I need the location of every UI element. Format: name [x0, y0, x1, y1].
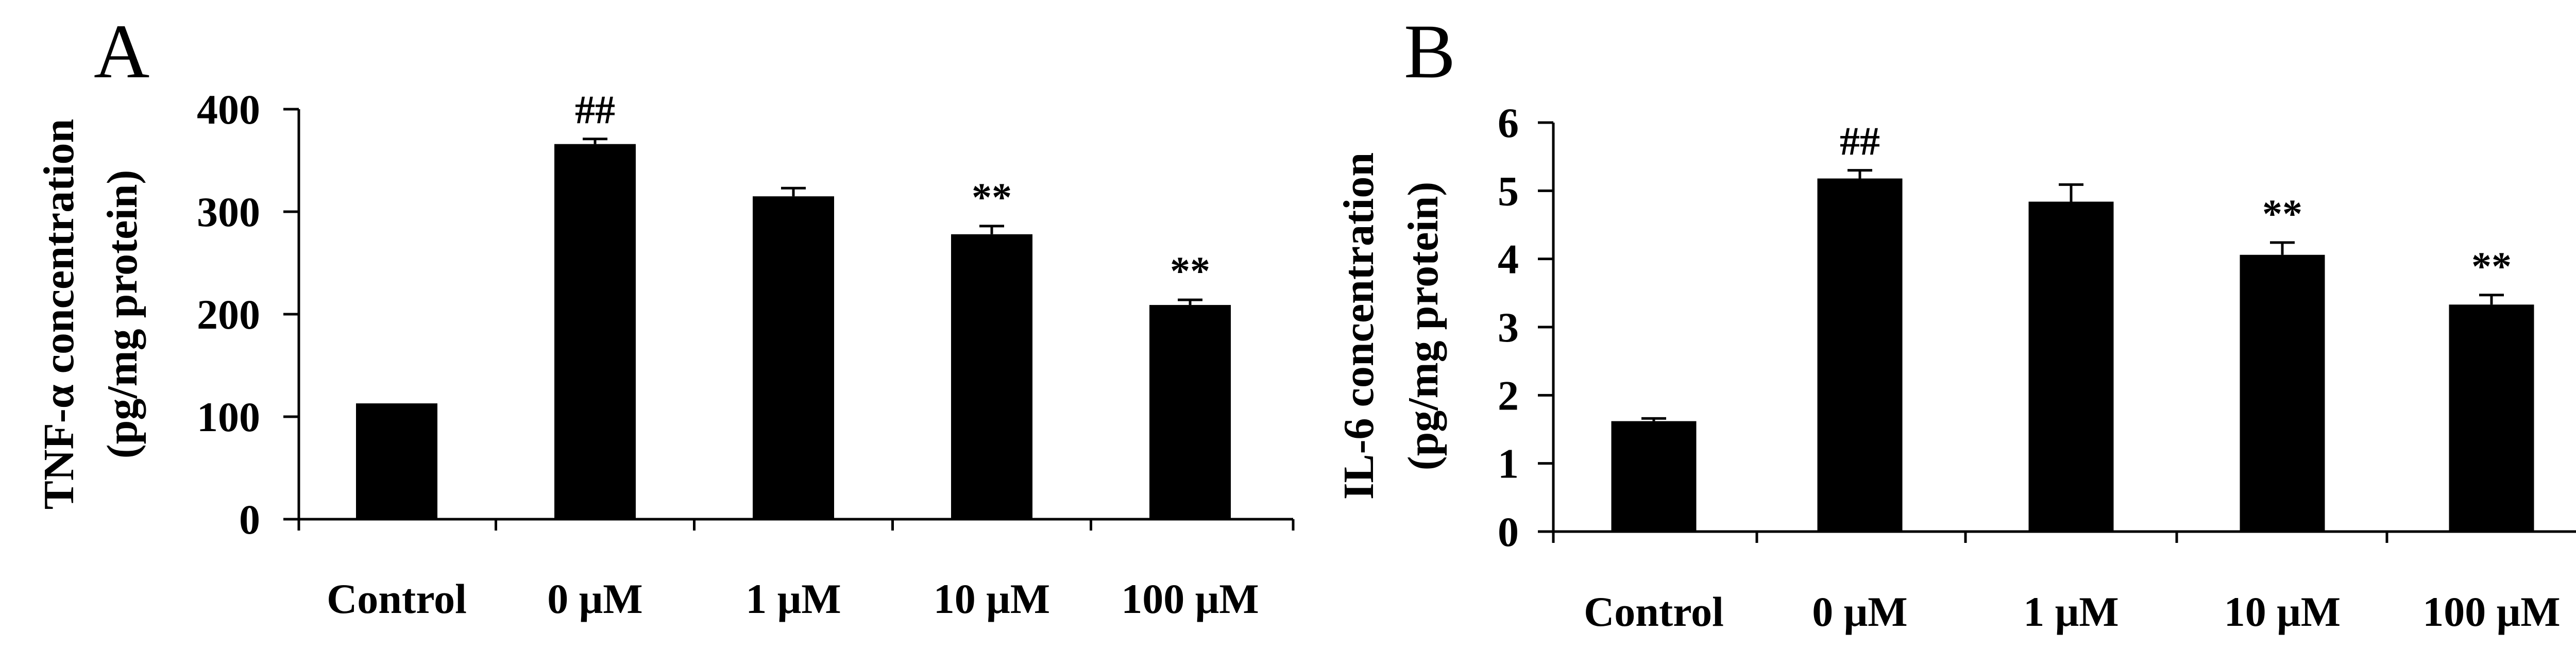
y-tick-label: 3	[1498, 304, 1519, 351]
category-label: 10 μM	[934, 575, 1050, 622]
y-tick-label: 400	[197, 86, 260, 133]
panel-label: A	[94, 9, 149, 94]
bar	[2449, 304, 2534, 532]
significance-label: ##	[1840, 119, 1880, 164]
bar	[2028, 201, 2114, 532]
category-label: 1 μM	[745, 575, 841, 622]
category-label: 10 μM	[2224, 588, 2341, 635]
y-tick-label: 4	[1498, 236, 1519, 283]
significance-label: ##	[575, 88, 615, 132]
y-tick-label: 5	[1498, 167, 1519, 214]
y-axis-label: (pg/mg protein)	[1399, 182, 1447, 471]
y-axis-label: (pg/mg protein)	[98, 170, 146, 459]
category-label: 0 μM	[1812, 588, 1907, 635]
category-label: 100 μM	[2422, 588, 2560, 635]
y-tick-label: 0	[1498, 508, 1519, 555]
bar	[356, 403, 437, 519]
bar	[2240, 254, 2325, 532]
significance-label: **	[1170, 248, 1210, 293]
significance-label: **	[2471, 244, 2512, 288]
category-label: 0 μM	[547, 575, 642, 622]
panel-b: B IL-6 concentration (pg/mg protein) 0 1 2 3 4 5…	[1335, 9, 2576, 635]
y-tick-label: 2	[1498, 372, 1519, 419]
category-label: Control	[1584, 588, 1724, 635]
y-tick-label: 100	[197, 394, 260, 440]
category-label: 100 μM	[1121, 575, 1259, 622]
panel-label: B	[1404, 9, 1455, 94]
category-label: Control	[327, 575, 467, 622]
y-axis-label: TNF-α concentration	[35, 119, 83, 509]
y-tick-label: 6	[1498, 99, 1519, 146]
y-tick-label: 1	[1498, 440, 1519, 487]
significance-label: **	[972, 175, 1012, 219]
bar	[1611, 421, 1697, 532]
y-tick-label: 200	[197, 291, 260, 338]
y-tick-label: 0	[239, 496, 260, 543]
bar	[1149, 305, 1231, 519]
y-axis-label: IL-6 concentration	[1335, 152, 1383, 500]
y-tick-label: 300	[197, 189, 260, 235]
category-label: 1 μM	[2023, 588, 2119, 635]
bar	[1817, 178, 1903, 532]
bar	[951, 234, 1032, 519]
bar	[554, 144, 636, 519]
significance-label: **	[2262, 191, 2302, 236]
bar	[753, 196, 834, 519]
